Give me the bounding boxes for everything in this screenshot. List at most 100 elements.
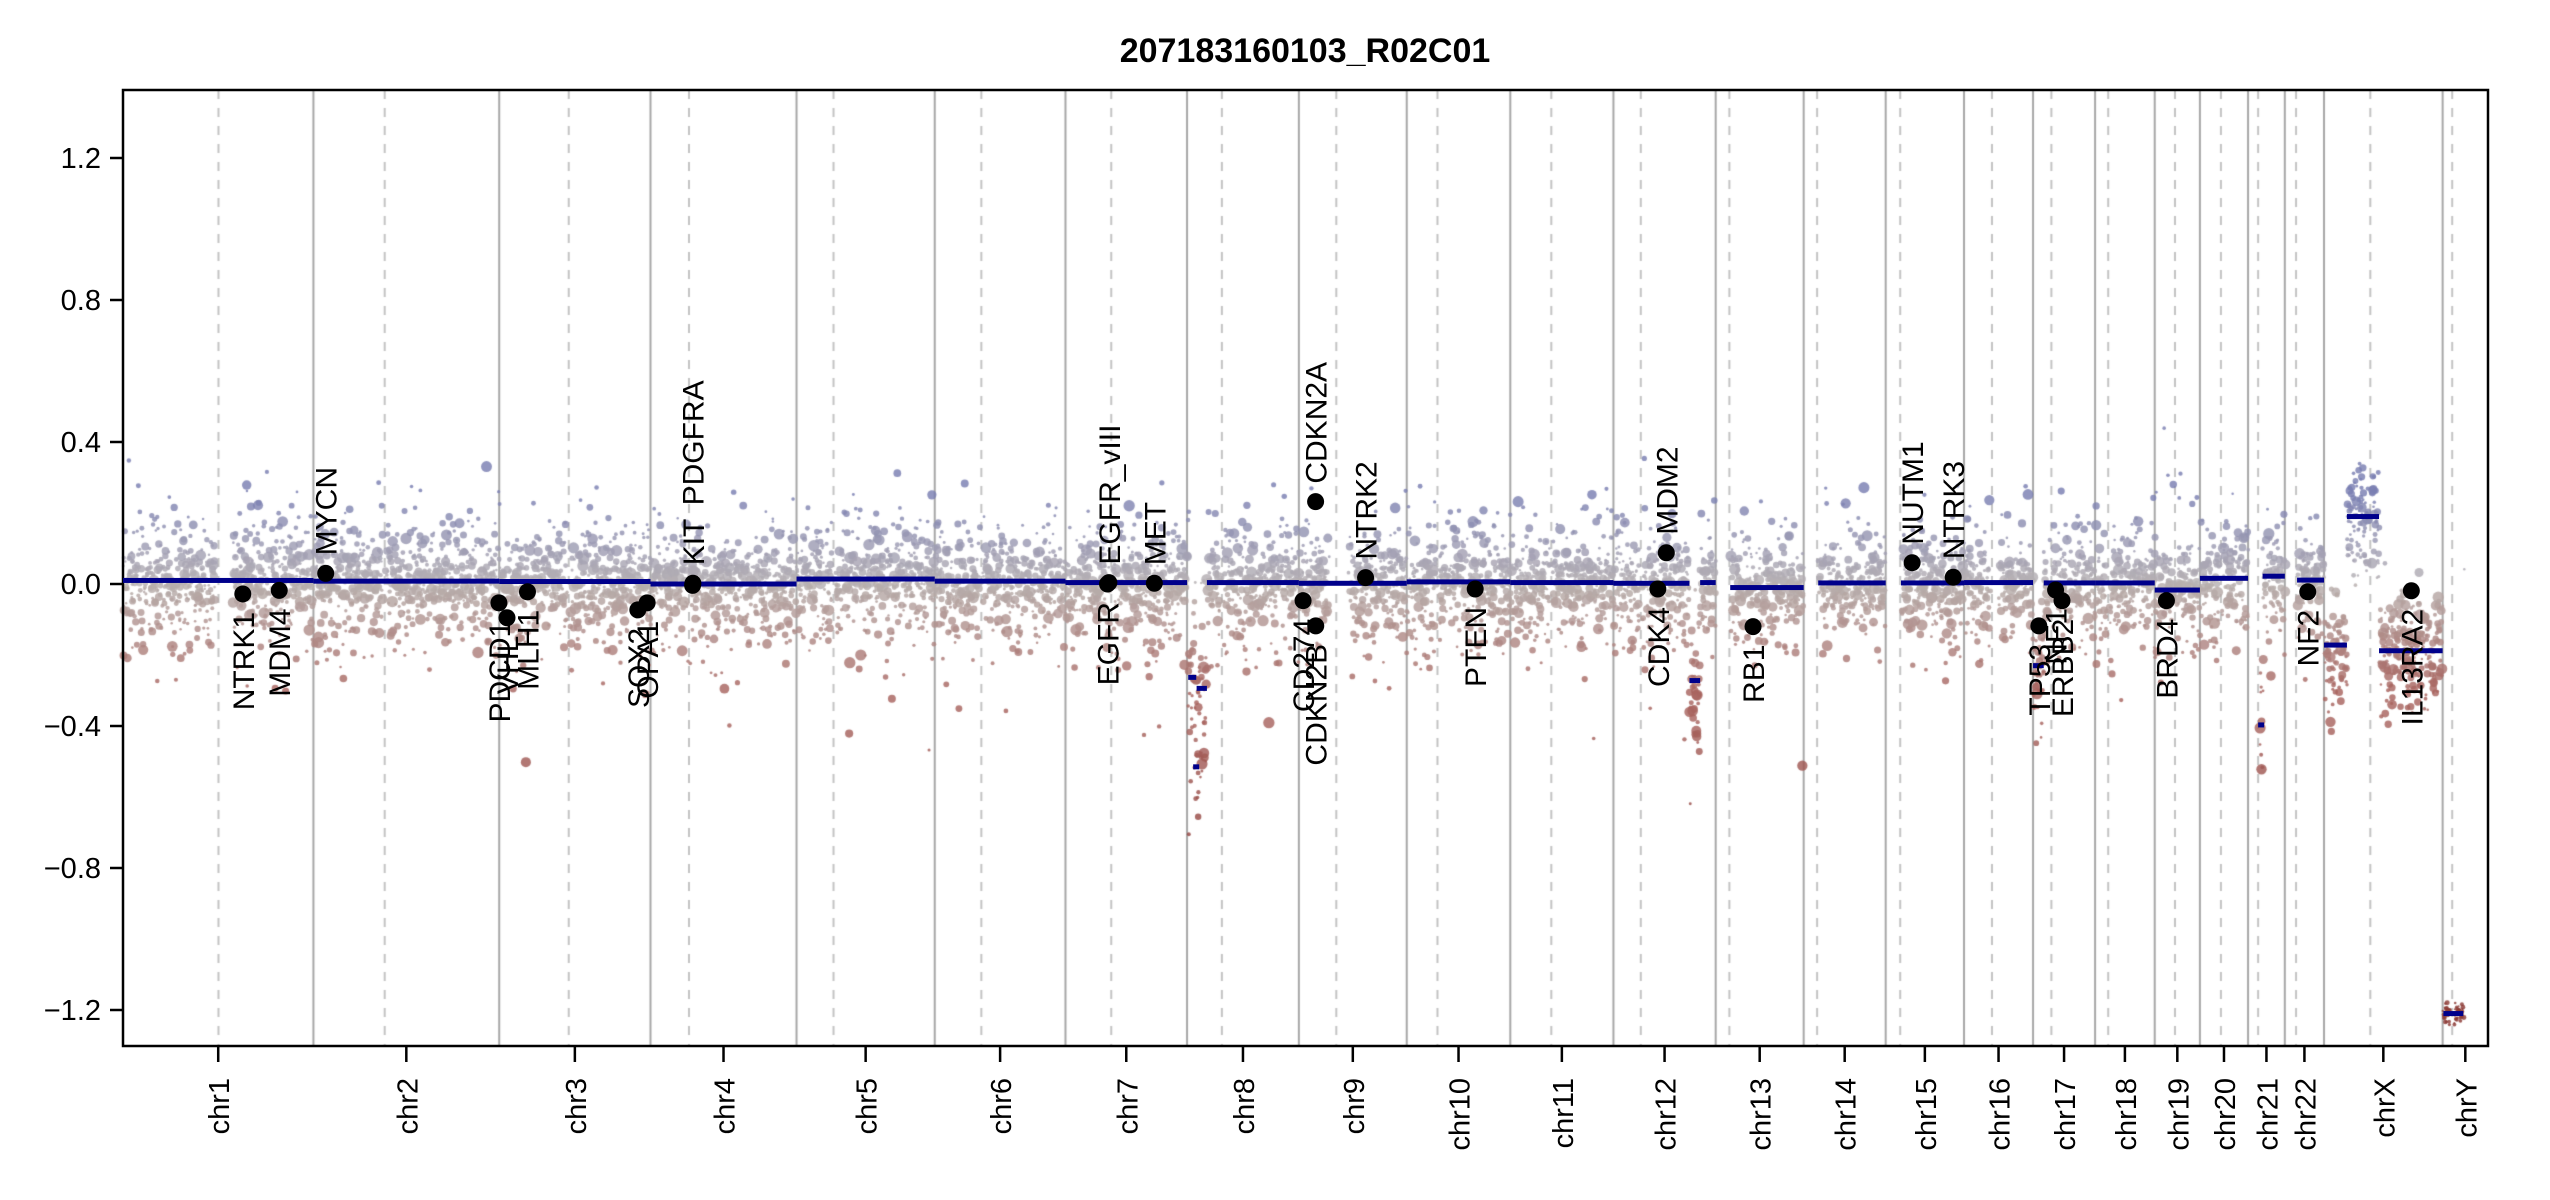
cnv-segment-chr12: [1689, 678, 1701, 684]
y-tick-label: −1.2: [44, 995, 101, 1027]
y-tick-label: 0.8: [61, 285, 101, 317]
gene-marker-PTEN: [1466, 580, 1484, 598]
x-tick-label-chr5: chr5: [852, 1078, 884, 1134]
gene-label-PTEN: PTEN: [1460, 607, 1493, 687]
cnv-segment-chr20: [2199, 575, 2249, 581]
x-tick-label-chr8: chr8: [1229, 1078, 1261, 1134]
gene-label-CDKN2A: CDKN2A: [1301, 362, 1334, 484]
gene-label-CDKN2B: CDKN2B: [1301, 644, 1334, 766]
y-tick-label: −0.8: [44, 853, 101, 885]
gene-label-NUTM1: NUTM1: [1897, 441, 1930, 544]
gene-marker-NUTM1: [1903, 554, 1921, 572]
x-tick-label-chr6: chr6: [986, 1078, 1018, 1134]
x-tick-label-chr22: chr22: [2290, 1078, 2322, 1151]
gene-label-NTRK3: NTRK3: [1938, 461, 1971, 559]
cnv-segment-chr8: [1206, 580, 1299, 586]
gene-label-NF2: NF2: [2293, 610, 2326, 667]
x-tick-label-chr12: chr12: [1651, 1078, 1683, 1151]
x-tick-label-chr20: chr20: [2210, 1078, 2242, 1151]
gene-marker-BRD4: [2157, 592, 2175, 610]
x-tick-label-chrY: chrY: [2451, 1078, 2483, 1138]
gene-marker-IL13RA2: [2402, 582, 2420, 600]
cnv-segment-chr13: [1730, 585, 1804, 591]
gene-marker-CDKN2B: [1307, 617, 1325, 635]
gene-marker-PDCD1: [490, 594, 508, 612]
gene-label-BRD4: BRD4: [2151, 619, 2184, 699]
gene-marker-CDKN2A: [1307, 493, 1325, 511]
gene-marker-ERBB2: [2053, 592, 2071, 610]
gene-marker-VHL: [498, 609, 516, 627]
y-tick-label: 1.2: [61, 143, 101, 175]
x-tick-label-chr10: chr10: [1445, 1078, 1477, 1151]
gene-label-MDM4: MDM4: [264, 608, 297, 696]
gene-marker-OPA1: [638, 594, 656, 612]
cnv-segment-chr17: [2043, 580, 2096, 586]
gene-marker-MLH1: [518, 583, 536, 601]
gene-marker-CDK4: [1649, 580, 1667, 598]
gene-marker-MDM2: [1657, 544, 1675, 562]
cnv-segment-chr10: [1406, 579, 1511, 585]
x-tick-label-chr21: chr21: [2252, 1078, 2284, 1151]
x-tick-label-chr7: chr7: [1112, 1078, 1144, 1134]
cnv-segment-chr8: [1196, 685, 1207, 691]
gene-label-VHL: VHL: [492, 636, 525, 694]
plot-title: 207183160103_R02C01: [1120, 32, 1491, 70]
gene-marker-KIT: [684, 574, 702, 592]
cnv-segment-chr12: [1700, 580, 1716, 586]
cnv-segment-chrX: [2346, 514, 2380, 520]
gene-label-OPA1: OPA1: [632, 621, 665, 699]
cnv-segment-chr5: [796, 576, 935, 582]
gene-label-MET: MET: [1139, 502, 1172, 565]
gene-label-CDK4: CDK4: [1643, 607, 1676, 687]
cnv-segment-chr15: [1900, 580, 1965, 586]
gene-marker-EGFR_vIII: [1100, 574, 1118, 592]
x-tick-label-chr4: chr4: [710, 1078, 742, 1134]
gene-marker-CD274: [1294, 592, 1312, 610]
gene-label-EGFR_vIII: EGFR_vIII: [1094, 425, 1127, 565]
cnv-segment-chr17: [2033, 663, 2044, 669]
x-tick-label-chr18: chr18: [2111, 1078, 2143, 1151]
gene-marker-NTRK1: [234, 585, 252, 603]
gene-label-NTRK2: NTRK2: [1351, 461, 1384, 559]
cnv-segment-chr3: [499, 579, 651, 585]
y-tick-label: 0.0: [61, 569, 101, 601]
cnv-segment-chr1: [123, 577, 314, 583]
gene-label-NTRK1: NTRK1: [228, 612, 261, 710]
cnv-segment-chr19: [2154, 587, 2200, 593]
x-tick-label-chr17: chr17: [2050, 1078, 2082, 1151]
gene-label-PDGFRA: PDGFRA: [678, 380, 711, 505]
x-tick-label-chr19: chr19: [2163, 1078, 2195, 1151]
cnv-segments: [123, 514, 2464, 1017]
x-tick-label-chr3: chr3: [561, 1078, 593, 1134]
cnv-segment-chr11: [1510, 580, 1614, 586]
cnv-segment-chr8: [1193, 764, 1200, 770]
gene-marker-MDM4: [270, 581, 288, 599]
x-tick-label-chrX: chrX: [2369, 1078, 2401, 1138]
cnv-segment-chr21: [2262, 573, 2285, 579]
cnv-segment-chr8: [1188, 674, 1197, 680]
y-tick-label: 0.4: [61, 427, 101, 459]
x-tick-label-chr1: chr1: [204, 1078, 236, 1134]
x-tick-label-chr9: chr9: [1339, 1078, 1371, 1134]
cnv-segment-chr12: [1613, 580, 1690, 586]
axes: 1.2 0.8 0.4 0.0 −0.4 −0.8 −1.2 chr1 chr2 chr3 chr4…: [44, 88, 2490, 1151]
gene-marker-NTRK3: [1944, 568, 1962, 586]
cnv-segment-chr18: [2095, 580, 2155, 586]
cnv-segment-chr6: [934, 578, 1066, 584]
gene-label-MLH1: MLH1: [512, 610, 545, 690]
cnv-segment-chr16: [1964, 580, 2034, 586]
x-tick-label-chr15: chr15: [1911, 1078, 1943, 1151]
gene-marker-TP53: [2030, 617, 2048, 635]
gene-label-ERBB2: ERBB2: [2047, 619, 2080, 717]
cnv-segment-chr4: [650, 581, 797, 587]
gene-label-MDM2: MDM2: [1651, 446, 1684, 534]
gene-label-MYCN: MYCN: [311, 467, 344, 555]
gene-marker-MET: [1145, 574, 1163, 592]
x-tick-label-chr14: chr14: [1831, 1078, 1863, 1151]
gene-label-PDCD1: PDCD1: [484, 621, 517, 723]
cnv-segment-chrX: [2324, 642, 2347, 648]
